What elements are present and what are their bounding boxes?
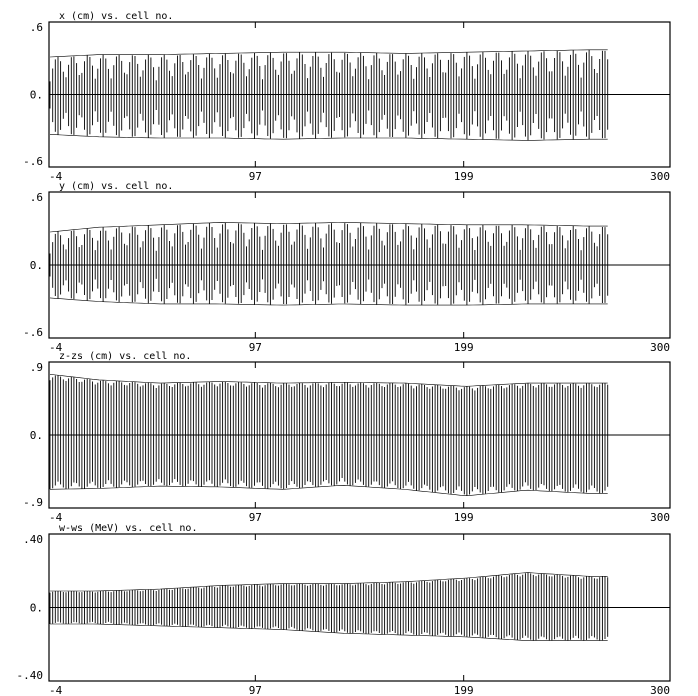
x-tick-label: 199 — [454, 341, 474, 354]
x-tick-label: 199 — [454, 511, 474, 524]
x-tick-label: 300 — [650, 511, 670, 524]
y-tick-label: -.6 — [23, 155, 43, 168]
y-tick-label: -.40 — [17, 669, 44, 682]
panel-title: z-zs (cm) vs. cell no. — [59, 351, 191, 362]
x-tick-label: 97 — [249, 170, 262, 183]
panel-title: w-ws (MeV) vs. cell no. — [59, 523, 197, 534]
upper-envelope — [49, 374, 608, 387]
x-tick-label: -4 — [49, 684, 63, 696]
y-tick-label: -.9 — [23, 496, 43, 509]
upper-envelope — [50, 572, 608, 592]
x-tick-label: 97 — [249, 341, 262, 354]
x-tick-label: -4 — [49, 170, 63, 183]
chart-panels: x (cm) vs. cell no.-4 97 199 300.60.-.6y (c… — [17, 11, 671, 696]
y-tick-label: -.6 — [23, 326, 43, 339]
x-tick-label: 199 — [454, 684, 474, 696]
chart-panel: y (cm) vs. cell no. -4 97 199 300 .6 0. -.6 — [23, 181, 671, 354]
x-tick-label: 97 — [249, 511, 262, 524]
chart-panel: z-zs (cm) vs. cell no. -4 97 199 300 .9 0. -.9 — [23, 351, 671, 524]
chart-panel: x (cm) vs. cell no. -4 97 199 300 .6 0. -.6 — [23, 11, 671, 183]
x-tick-label: 300 — [650, 170, 670, 183]
y-tick-label: .6 — [30, 21, 43, 34]
panel-title: x (cm) vs. cell no. — [59, 11, 173, 22]
lower-envelope — [49, 297, 608, 306]
y-tick-label: .6 — [30, 191, 43, 204]
y-tick-label: 0. — [30, 602, 43, 615]
panel-title: y (cm) vs. cell no. — [59, 181, 173, 192]
y-tick-label: 0. — [30, 259, 43, 272]
lower-envelope — [50, 623, 608, 641]
y-tick-label: .40 — [23, 533, 43, 546]
x-tick-label: 300 — [650, 341, 670, 354]
x-tick-label: 199 — [454, 170, 474, 183]
y-tick-label: 0. — [30, 429, 43, 442]
x-tick-label: 97 — [249, 684, 262, 696]
y-tick-label: .9 — [30, 361, 43, 374]
x-tick-label: -4 — [49, 511, 63, 524]
upper-envelope — [49, 49, 608, 58]
chart-panel: w-ws (MeV) vs. cell no. -4 97 199 300 .40 0. -.… — [17, 523, 671, 696]
upper-envelope — [49, 222, 608, 233]
lower-envelope — [49, 134, 608, 141]
x-tick-label: -4 — [49, 341, 63, 354]
y-tick-label: 0. — [30, 89, 43, 102]
x-tick-label: 300 — [650, 684, 670, 696]
lower-envelope — [49, 485, 608, 497]
